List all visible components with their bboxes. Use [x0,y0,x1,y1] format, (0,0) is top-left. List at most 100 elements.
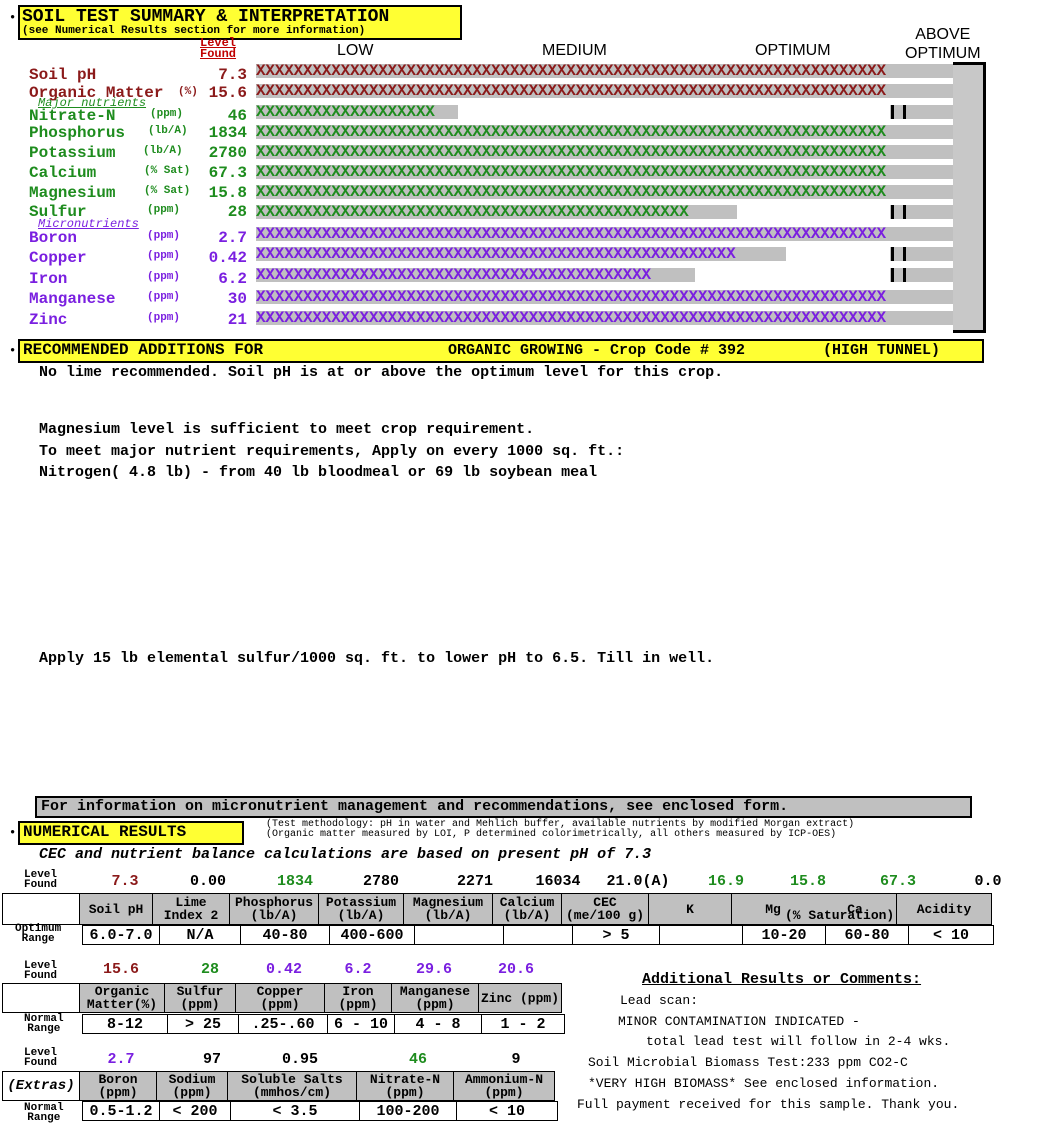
table-cell: > 25 [167,1014,239,1034]
table-cell: < 10 [908,925,994,945]
bar-fill: XXXXXXXXXXXXXXXXXXXXXXXXXXXXXXXXXXXXXXXX… [256,165,886,179]
comment-6: Full payment received for this sample. T… [577,1097,960,1112]
bar-track [256,125,953,139]
level-value: 0.42 [265,961,302,978]
table-cell: Sulfur (ppm) [164,983,236,1013]
nutrient-name: Potassium [29,144,116,162]
level-value: 2.7 [107,1051,135,1068]
table-cell: CEC (me/100 g) [561,893,649,925]
nutrient-name: Manganese [29,290,116,308]
table-cell: Ca [814,893,897,925]
table-cell: 1 - 2 [481,1014,565,1034]
t1-optimum-label: Optimum Range [15,923,62,945]
nutrient-unit: (ppm) [147,230,181,242]
table-cell: N/A [159,925,241,945]
optimum-marker [891,105,894,119]
table-cell: Mg [731,893,814,925]
optimum-marker [891,268,894,282]
table-cell: Boron (ppm) [79,1071,157,1101]
numerical-title: NUMERICAL RESULTS [23,823,187,841]
summary-header: SOIL TEST SUMMARY & INTERPRETATION (see … [18,5,462,40]
table-cell: 60-80 [825,925,909,945]
nutrient-name: Organic Matter [29,84,164,102]
table-cell: Zinc (ppm) [478,983,562,1013]
above-optimum-column [953,62,986,333]
label-cell [2,893,80,925]
bar-track [256,247,953,261]
table-cell: Calcium (lb/A) [492,893,562,925]
comment-3: total lead test will follow in 2-4 wks. [646,1034,951,1049]
nutrient-unit: (ppm) [150,108,184,120]
comment-4: Soil Microbial Biomass Test:233 ppm CO2-… [588,1055,908,1070]
level-value: 20.6 [497,961,534,978]
scale-optimum: OPTIMUM [755,42,831,59]
table-cell: Organic Matter(%) [79,983,165,1013]
cec-note: CEC and nutrient balance calculations ar… [39,846,652,863]
table-cell: .25-.60 [238,1014,328,1034]
t2-header-table: Organic Matter(%) Sulfur (ppm) Copper (ppm… [2,983,562,1013]
nutrient-value: 0.42 [208,249,247,267]
t2-normal-label: Normal Range [24,1013,64,1035]
optimum-marker [903,105,906,119]
optimum-marker [903,268,906,282]
bar-track [256,165,953,179]
table-cell: K [648,893,732,925]
summary-subtitle: (see Numerical Results section for more … [22,25,366,37]
rec-line-lime: No lime recommended. Soil pH is at or ab… [39,364,724,381]
label-cell [2,983,80,1013]
table-cell: < 3.5 [230,1101,360,1121]
table-cell: Copper (ppm) [235,983,325,1013]
table-cell: Lime Index 2 [152,893,230,925]
bar-gap [458,105,890,119]
t3-normal-label: Normal Range [24,1102,64,1124]
table-cell [414,925,504,945]
table-cell: 0.5-1.2 [82,1101,160,1121]
bar-fill: XXXXXXXXXXXXXXXXXXXXXXXXXXXXXXXXXXXXXXXX… [256,185,886,199]
table-cell: 8-12 [82,1014,168,1034]
t3-level-label: Level Found [24,1047,58,1069]
bullet: • [9,11,17,25]
nutrient-name: Magnesium [29,184,116,202]
table-cell [659,925,743,945]
nutrient-value: 46 [227,107,247,125]
table-cell: Phosphorus (lb/A) [229,893,319,925]
nutrient-name: Soil pH [29,66,97,84]
table-cell: > 5 [572,925,660,945]
bullet: • [9,344,17,358]
nutrient-name: Nitrate-N [29,107,116,125]
recommend-header: RECOMMENDED ADDITIONS FOR ORGANIC GROWIN… [18,339,984,363]
bullet: • [9,826,17,840]
table-cell: 10-20 [742,925,826,945]
rec-line-nitrogen: Nitrogen( 4.8 lb) - from 40 lb bloodmeal… [39,464,598,481]
level-value: 2271 [456,873,493,890]
level-value: 1834 [276,873,313,890]
nutrient-value: 28 [227,203,247,221]
table-cell: Acidity [896,893,992,925]
nutrient-name: Sulfur [29,203,87,221]
table-cell: Potassium (lb/A) [318,893,404,925]
table-cell: Soluble Salts (mmhos/cm) [227,1071,357,1101]
bar-fill: XXXXXXXXXXXXXXXXXXXXXXXXXXXXXXXXXXXXXXXX… [256,268,651,282]
bar-track [256,290,953,304]
nutrient-value: 15.6 [208,84,247,102]
table-cell: Nitrate-N (ppm) [356,1071,454,1101]
optimum-marker [891,205,894,219]
nutrient-unit: (% Sat) [144,185,191,197]
t1-header-table: Soil pH Lime Index 2 Phosphorus (lb/A) Pota… [2,893,992,925]
recommend-crop: ORGANIC GROWING - Crop Code # 392 [448,342,746,359]
method-line-1: (Test methodology: pH in water and Mehli… [266,819,855,830]
nutrient-name: Iron [29,270,68,288]
bar-fill: XXXXXXXXXXXXXXXXXXX [256,105,435,119]
bar-fill: XXXXXXXXXXXXXXXXXXXXXXXXXXXXXXXXXXXXXXXX… [256,311,886,325]
level-value: 15.6 [102,961,139,978]
level-value: 97 [202,1051,221,1068]
group-micro-label: Micronutrients [38,217,139,231]
nutrient-unit: (ppm) [147,291,181,303]
nutrient-unit: (ppm) [147,204,181,216]
t3-range-table: 0.5-1.2 < 200 < 3.5 100-200 < 10 [82,1101,558,1121]
scale-above: ABOVE OPTIMUM [905,26,981,62]
optimum-marker [891,247,894,261]
table-cell: Iron (ppm) [324,983,392,1013]
scale-medium: MEDIUM [542,42,607,59]
